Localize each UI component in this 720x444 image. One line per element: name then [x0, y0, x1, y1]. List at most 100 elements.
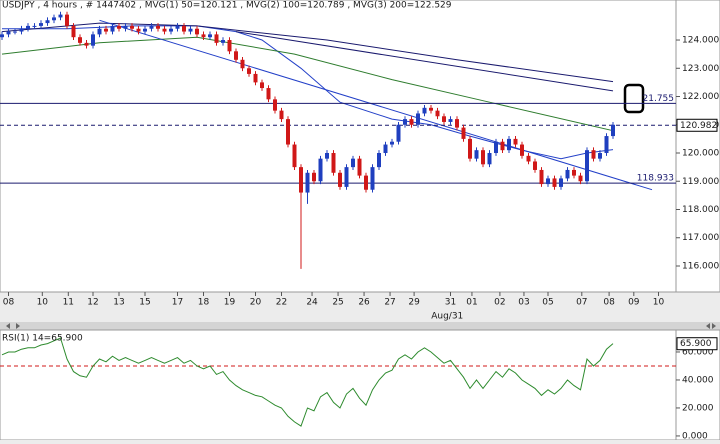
- candle-body: [182, 25, 186, 32]
- candle-body: [130, 25, 134, 29]
- candle-body: [227, 40, 232, 52]
- candle-body: [494, 141, 498, 154]
- rsi-line: [1, 337, 614, 427]
- candle-body: [611, 124, 615, 137]
- candle-body: [84, 42, 89, 46]
- candle-body: [143, 28, 147, 32]
- candle-body: [156, 25, 160, 29]
- price-panel: [0, 0, 677, 293]
- x-tick-label: 02: [494, 298, 505, 308]
- y-tick-label: 118.000: [682, 205, 719, 215]
- candle-body: [52, 17, 56, 21]
- candle-body: [396, 124, 401, 142]
- candle-body: [104, 28, 108, 32]
- candle-body: [533, 161, 537, 170]
- candle-body: [357, 158, 362, 176]
- y-tick-label: 0.000: [682, 431, 708, 440]
- candle-body: [604, 136, 609, 154]
- x-tick-label: 05: [542, 298, 553, 308]
- candle-body: [65, 14, 69, 26]
- candle-body: [370, 167, 375, 190]
- x-tick-label: 03: [518, 298, 529, 308]
- candle-body: [45, 20, 50, 24]
- x-tick-label: 19: [224, 298, 236, 308]
- rsi-box: [676, 337, 718, 351]
- candle-body: [383, 144, 388, 154]
- y-tick-label: 40.000: [682, 375, 714, 385]
- candle-body: [468, 138, 472, 159]
- candle-body: [500, 141, 505, 151]
- x-tick-label: 10: [653, 298, 665, 308]
- x-tick-label: 08: [3, 298, 15, 308]
- candle-body: [585, 150, 589, 182]
- candle-body: [559, 178, 563, 187]
- y-tick-label: 116.000: [682, 261, 719, 271]
- candle-body: [0, 34, 4, 38]
- candle-body: [260, 82, 264, 89]
- candle-body: [552, 178, 557, 187]
- candle-body: [305, 172, 310, 193]
- candle-body: [149, 25, 154, 29]
- candle-body: [487, 153, 492, 165]
- candle-body: [312, 172, 316, 182]
- candle-body: [201, 34, 206, 38]
- candle-body: [175, 25, 180, 29]
- candle-body: [351, 158, 355, 168]
- rsi-panel: [0, 329, 677, 441]
- candle-body: [123, 25, 128, 29]
- candle-body: [97, 28, 102, 35]
- y-tick-label: 124.000: [682, 36, 719, 46]
- x-tick-label: 22: [276, 298, 287, 308]
- x-tick-label: 24: [306, 298, 318, 308]
- candle-body: [364, 175, 368, 190]
- candle-body: [247, 68, 251, 74]
- rsi-title: RSI(1) 14=65.900: [2, 334, 83, 344]
- horizontal-line-label: 118.933: [637, 174, 674, 184]
- candle-body: [461, 127, 466, 139]
- price-axis-panel: [675, 0, 720, 293]
- candle-body: [13, 31, 17, 33]
- candle-body: [377, 153, 381, 168]
- y-tick-label: 117.000: [682, 233, 719, 243]
- candle-body: [448, 119, 453, 122]
- splitter: [0, 322, 720, 330]
- candle-body: [565, 169, 570, 179]
- candle-body: [409, 119, 414, 125]
- candle-body: [39, 23, 43, 26]
- x-tick-label: 18: [198, 298, 210, 308]
- candle-body: [71, 25, 76, 38]
- candle-body: [117, 25, 121, 29]
- y-tick-label: 122.000: [682, 92, 719, 102]
- highlight-box: [623, 83, 645, 114]
- x-tick-label: 20: [250, 298, 262, 308]
- y-tick-label: 60.000: [682, 347, 714, 357]
- y-tick-label: 20.000: [682, 403, 714, 413]
- panel-arrows[interactable]: [706, 323, 716, 329]
- candle-body: [162, 28, 167, 32]
- candle-body: [331, 153, 336, 173]
- candle-body: [481, 150, 485, 165]
- candle-body: [273, 99, 277, 111]
- candle-body: [188, 28, 193, 32]
- y-tick-label: 123.000: [682, 64, 719, 74]
- candle-body: [279, 110, 284, 120]
- panel-arrows[interactable]: [6, 323, 20, 329]
- candle-body: [513, 138, 518, 145]
- trendline: [235, 31, 614, 92]
- horizontal-line-label: 21.755: [643, 94, 675, 104]
- candle-body: [214, 34, 219, 43]
- candle-body: [299, 167, 303, 193]
- x-tick-label: 13: [113, 298, 124, 308]
- x-tick-label: 17: [172, 298, 183, 308]
- candle-body: [221, 40, 225, 43]
- price-box: [676, 118, 718, 132]
- candle-body: [344, 167, 349, 187]
- candle-body: [234, 51, 238, 60]
- candle-body: [474, 150, 479, 159]
- x-tick-label: 09: [628, 298, 640, 308]
- candle-body: [318, 158, 323, 182]
- x-tick-label: 10: [37, 298, 49, 308]
- x-annotation: Aug/31: [431, 312, 463, 322]
